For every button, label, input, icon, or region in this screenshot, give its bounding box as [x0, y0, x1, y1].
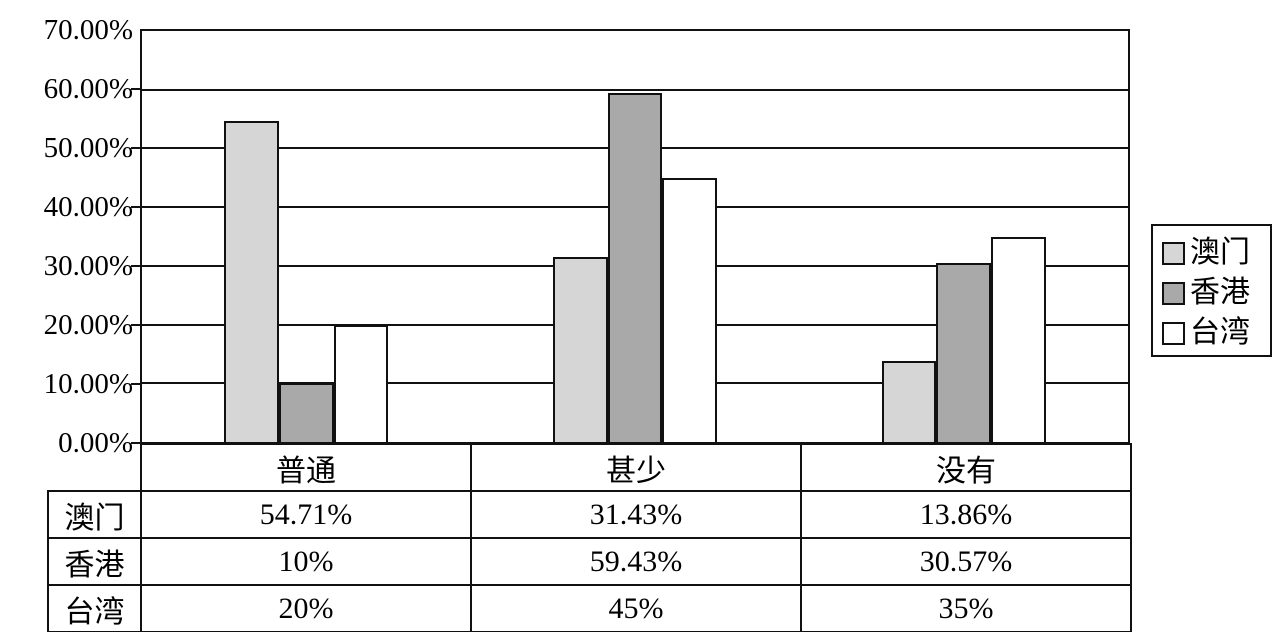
y-axis-tick [131, 88, 140, 90]
value-cell-香港-没有: 30.57% [800, 537, 1132, 586]
bar-澳门-普通 [224, 120, 279, 442]
bar-台湾-甚少 [662, 177, 718, 442]
y-axis-tick [131, 383, 140, 385]
gridline [142, 88, 1128, 91]
legend-swatch-香港 [1162, 281, 1185, 305]
y-axis-tick-label: 0.00% [58, 427, 133, 459]
legend-swatch-台湾 [1162, 321, 1185, 345]
y-axis-tick-label: 40.00% [43, 191, 133, 223]
legend-label: 香港 [1190, 276, 1250, 309]
y-axis-tick-label: 30.00% [43, 250, 133, 282]
value-cell-台湾-没有: 35% [800, 584, 1132, 632]
legend-label: 台湾 [1190, 316, 1250, 349]
y-axis-tick [131, 265, 140, 267]
y-axis-tick [131, 324, 140, 326]
data-table: 普通 甚少 没有 澳门 54.71% 31.43% 13.86% 香港 10% 59.43% 30.… [47, 443, 1132, 632]
row-label-台湾: 台湾 [47, 584, 142, 632]
y-axis-tick [131, 206, 140, 208]
value-cell-台湾-甚少: 45% [470, 584, 802, 632]
y-axis-tick-label: 60.00% [43, 73, 133, 105]
value-cell-香港-普通: 10% [140, 537, 472, 586]
value-cell-澳门-普通: 54.71% [140, 490, 472, 539]
legend-item-台湾: 台湾 [1162, 313, 1270, 353]
y-axis-tick-label: 10.00% [43, 368, 133, 400]
value-cell-澳门-没有: 13.86% [800, 490, 1132, 539]
bar-澳门-没有 [881, 360, 937, 442]
value-cell-澳门-甚少: 31.43% [470, 490, 802, 539]
legend-item-香港: 香港 [1162, 273, 1270, 313]
value-cell-香港-甚少: 59.43% [470, 537, 802, 586]
y-axis-tick-label: 50.00% [43, 132, 133, 164]
legend: 澳门 香港 台湾 [1151, 224, 1272, 357]
y-axis-tick [131, 442, 140, 444]
bar-香港-普通 [278, 383, 334, 442]
bar-澳门-甚少 [552, 257, 608, 442]
legend-label: 澳门 [1190, 236, 1250, 269]
row-label-澳门: 澳门 [47, 490, 142, 539]
value-cell-台湾-普通: 20% [140, 584, 472, 632]
legend-swatch-澳门 [1162, 241, 1185, 265]
table-header-row: 普通 甚少 没有 [48, 443, 1132, 492]
bar-香港-甚少 [607, 93, 663, 442]
plot-area [140, 29, 1130, 444]
bar-台湾-普通 [333, 324, 389, 442]
table-row-香港: 香港 10% 59.43% 30.57% [47, 537, 1132, 586]
category-header-甚少: 甚少 [470, 443, 802, 492]
legend-item-澳门: 澳门 [1162, 233, 1270, 273]
bar-台湾-没有 [991, 236, 1046, 442]
y-axis-tick [131, 147, 140, 149]
table-row-台湾: 台湾 20% 45% 35% [47, 584, 1132, 632]
category-header-普通: 普通 [140, 443, 472, 492]
row-label-香港: 香港 [47, 537, 142, 586]
y-axis-tick-label: 20.00% [43, 309, 133, 341]
data-table-body: 普通 甚少 没有 澳门 54.71% 31.43% 13.86% 香港 10% 59.43% 30.… [47, 443, 1132, 632]
table-row-澳门: 澳门 54.71% 31.43% 13.86% [47, 490, 1132, 539]
category-header-没有: 没有 [800, 443, 1132, 492]
bar-香港-没有 [936, 262, 992, 442]
y-axis-tick-label: 70.00% [43, 14, 133, 46]
